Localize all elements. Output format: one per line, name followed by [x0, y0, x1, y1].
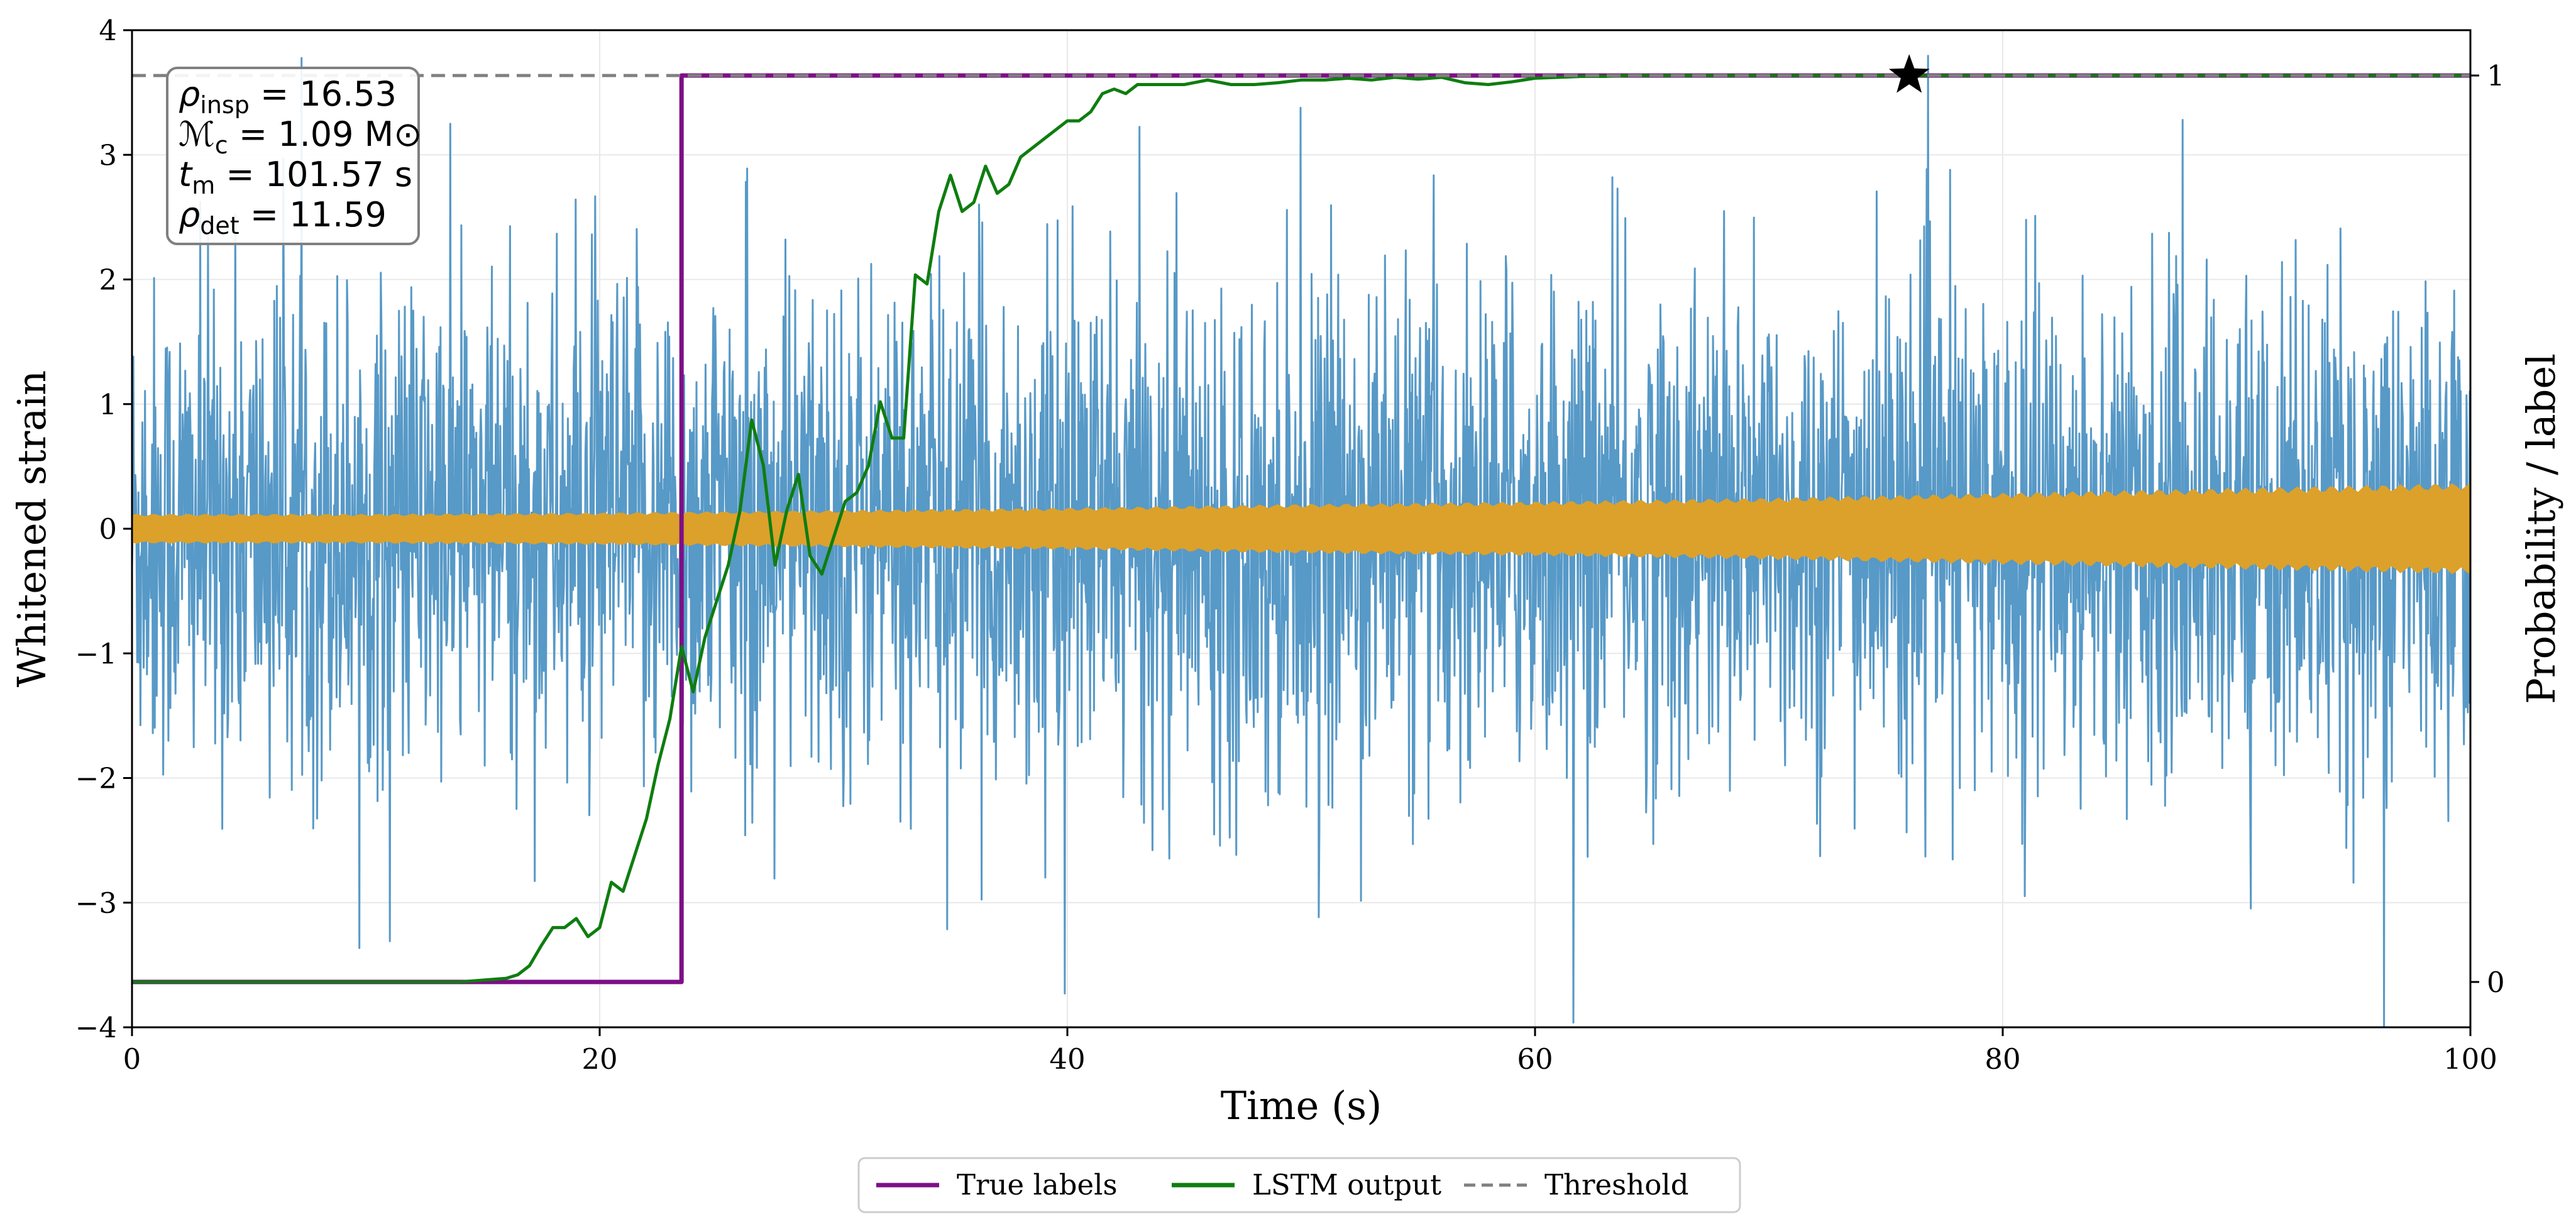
legend: True labels LSTM output Threshold [857, 1157, 1741, 1213]
stats-line: ℳc = 1.09 M⊙ [179, 114, 422, 159]
stats-box [166, 67, 420, 245]
y-tick-label: 2 [99, 263, 117, 297]
y-tick-label: −1 [75, 637, 117, 670]
stats-line: tm = 101.57 s [179, 155, 412, 199]
stats-subscript: c [215, 131, 228, 159]
stats-subscript: m [192, 172, 215, 199]
x-tick-label: 100 [2443, 1042, 2497, 1076]
y-tick-label: −4 [75, 1011, 117, 1044]
y2-tick-label: 1 [2487, 59, 2505, 92]
x-axis-label: Time (s) [1221, 1083, 1382, 1129]
stats-value: = 101.57 s [215, 155, 412, 194]
x-tick-label: 20 [581, 1042, 617, 1076]
x-tick-label: 80 [1984, 1042, 2020, 1076]
stats-value: = 16.53 [250, 74, 397, 114]
y-axis-label: Whitened strain [9, 370, 55, 687]
stats-symbol: ρ [179, 74, 200, 114]
y-tick-label: −2 [75, 762, 117, 795]
y2-tick-label: 0 [2487, 966, 2505, 999]
detection-star-marker [1888, 54, 1930, 93]
x-tick-label: 0 [123, 1042, 141, 1076]
legend-label: LSTM output [1252, 1168, 1441, 1201]
stats-symbol: ℳ [179, 114, 215, 154]
legend-label: Threshold [1544, 1168, 1689, 1201]
series-lstm-output [132, 74, 2470, 984]
y2-axis-label: Probability / label [2518, 353, 2564, 704]
stats-value: = 1.09 M⊙ [228, 114, 422, 154]
axis-labels: Time (s) Whitened strain Probability / l… [9, 353, 2564, 1129]
y-tick-label: 4 [99, 14, 117, 47]
stats-line: ρinsp = 16.53 [179, 74, 397, 119]
stats-value: = 11.59 [239, 195, 387, 235]
y-tick-label: 0 [99, 512, 117, 546]
y-tick-label: 1 [99, 388, 117, 421]
stats-line: ρdet = 11.59 [179, 195, 387, 240]
x-tick-label: 40 [1049, 1042, 1085, 1076]
stats-symbol: ρ [179, 195, 200, 235]
legend-label: True labels [957, 1168, 1118, 1201]
signal-band [132, 482, 2470, 575]
plot-area [132, 55, 2470, 1027]
y-tick-label: −3 [75, 886, 117, 920]
stats-symbol: t [179, 155, 193, 194]
y-tick-label: 3 [99, 138, 117, 172]
stats-subscript: insp [200, 91, 250, 119]
legend-box [857, 1157, 1741, 1213]
stats-subscript: det [200, 212, 239, 240]
x-tick-label: 60 [1517, 1042, 1553, 1076]
